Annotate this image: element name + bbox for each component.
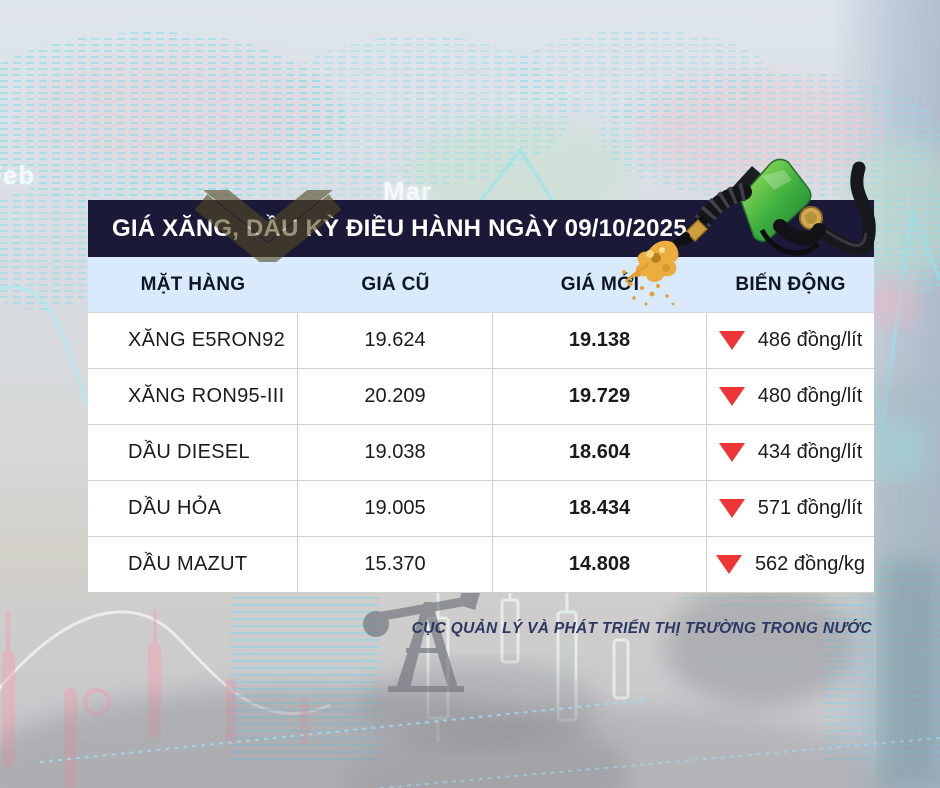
down-triangle-icon bbox=[718, 499, 745, 518]
change-cell: 562 đồng/kg bbox=[707, 537, 874, 592]
bg-axis-label-feb: Feb bbox=[0, 160, 36, 190]
price-table-panel: GIÁ XĂNG, DẦU KỲ ĐIỀU HÀNH NGÀY 09/10/20… bbox=[88, 190, 874, 638]
column-header-1: GIÁ CŨ bbox=[361, 273, 430, 295]
table-row: XĂNG E5RON92 19.624 19.138 486 đồng/lít bbox=[88, 313, 874, 369]
new-price-cell: 19.729 bbox=[493, 369, 707, 424]
change-cell: 480 đồng/lít bbox=[707, 369, 874, 424]
column-header-2: GIÁ MỚI bbox=[560, 273, 640, 295]
table-row: DẦU MAZUT 15.370 14.808 562 đồng/kg bbox=[88, 537, 874, 593]
change-cell: 571 đồng/lít bbox=[707, 481, 874, 536]
new-price-cell: 18.604 bbox=[493, 425, 707, 480]
old-price-cell: 19.624 bbox=[298, 313, 493, 368]
column-header-0: MẶT HÀNG bbox=[140, 273, 246, 295]
change-text: 486 đồng/lít bbox=[757, 329, 863, 351]
item-name-cell: XĂNG RON95-III bbox=[88, 369, 298, 424]
new-price-cell: 18.434 bbox=[493, 481, 707, 536]
change-text: 480 đồng/lít bbox=[757, 385, 863, 407]
old-price-cell: 15.370 bbox=[298, 537, 493, 592]
change-cell: 486 đồng/lít bbox=[707, 313, 874, 368]
table-row: XĂNG RON95-III 20.209 19.729 480 đồng/lít bbox=[88, 369, 874, 425]
old-price-cell: 20.209 bbox=[298, 369, 493, 424]
down-triangle-icon bbox=[718, 387, 745, 406]
down-triangle-icon bbox=[718, 331, 745, 350]
change-text: 571 đồng/lít bbox=[757, 497, 863, 519]
item-name-cell: XĂNG E5RON92 bbox=[88, 313, 298, 368]
table-row: DẦU HỎA 19.005 18.434 571 đồng/lít bbox=[88, 481, 874, 537]
source-credit: CỤC QUẢN LÝ VÀ PHÁT TRIỂN THỊ TRƯỜNG TRO… bbox=[411, 620, 872, 637]
old-price-cell: 19.038 bbox=[298, 425, 493, 480]
down-triangle-icon bbox=[718, 443, 745, 462]
table-header-row: MẶT HÀNG GIÁ CŨ GIÁ MỚI BIẾN ĐỘNG bbox=[88, 257, 874, 312]
item-name-cell: DẦU HỎA bbox=[88, 481, 298, 536]
new-price-cell: 19.138 bbox=[493, 313, 707, 368]
table-body: XĂNG E5RON92 19.624 19.138 486 đồng/lít XĂNG… bbox=[88, 312, 874, 593]
change-text: 562 đồng/kg bbox=[754, 553, 866, 575]
change-text: 434 đồng/lít bbox=[757, 441, 863, 463]
poster-title: GIÁ XĂNG, DẦU KỲ ĐIỀU HÀNH NGÀY 09/10/20… bbox=[112, 214, 687, 242]
item-name-cell: DẦU DIESEL bbox=[88, 425, 298, 480]
table-row: DẦU DIESEL 19.038 18.604 434 đồng/lít bbox=[88, 425, 874, 481]
down-triangle-icon bbox=[715, 555, 742, 574]
title-bar: GIÁ XĂNG, DẦU KỲ ĐIỀU HÀNH NGÀY 09/10/20… bbox=[88, 200, 874, 257]
change-cell: 434 đồng/lít bbox=[707, 425, 874, 480]
column-header-3: BIẾN ĐỘNG bbox=[735, 273, 846, 295]
item-name-cell: DẦU MAZUT bbox=[88, 537, 298, 592]
new-price-cell: 14.808 bbox=[493, 537, 707, 592]
old-price-cell: 19.005 bbox=[298, 481, 493, 536]
